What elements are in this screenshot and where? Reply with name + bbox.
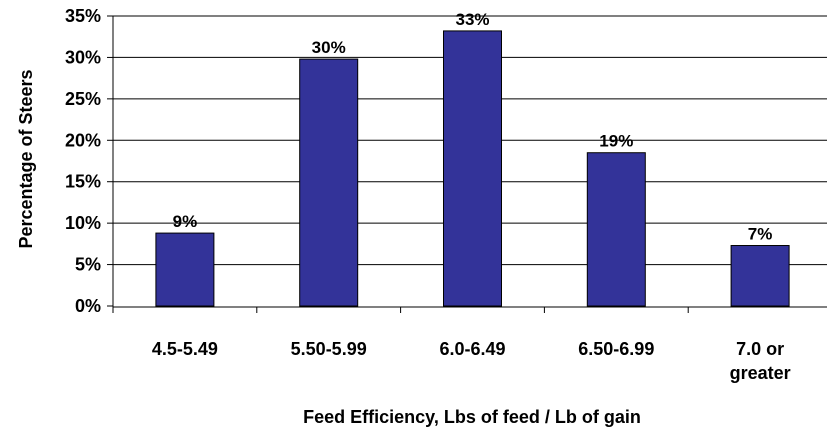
y-tick-label: 10% bbox=[65, 213, 101, 233]
y-axis-title: Percentage of Steers bbox=[16, 69, 36, 248]
x-tick-labels: 4.5-5.49 5.50-5.99 6.0-6.49 6.50-6.99 7.0 or… bbox=[152, 339, 791, 383]
data-label: 33% bbox=[455, 10, 489, 29]
y-tick-label: 20% bbox=[65, 130, 101, 150]
x-tick-label: 6.50-6.99 bbox=[578, 339, 654, 359]
data-label: 9% bbox=[173, 212, 198, 231]
bars bbox=[155, 30, 790, 307]
bar bbox=[299, 58, 359, 307]
bar bbox=[155, 232, 215, 307]
x-tick-label: 7.0 or bbox=[736, 339, 784, 359]
axes bbox=[107, 15, 827, 313]
x-tick-label: greater bbox=[730, 363, 791, 383]
data-labels: 9% 30% 33% 19% 7% bbox=[173, 10, 773, 244]
x-axis-title: Feed Efficiency, Lbs of feed / Lb of gai… bbox=[303, 407, 641, 427]
bar bbox=[443, 30, 502, 307]
y-tick-label: 35% bbox=[65, 6, 101, 26]
y-tick-label: 25% bbox=[65, 89, 101, 109]
bar bbox=[730, 245, 790, 307]
bar bbox=[586, 152, 646, 307]
y-tick-label: 0% bbox=[75, 296, 101, 316]
x-tick-label: 4.5-5.49 bbox=[152, 339, 218, 359]
y-tick-label: 15% bbox=[65, 172, 101, 192]
y-tick-label: 30% bbox=[65, 47, 101, 67]
x-tick-label: 6.0-6.49 bbox=[439, 339, 505, 359]
data-label: 19% bbox=[599, 132, 633, 151]
data-label: 7% bbox=[748, 225, 773, 244]
data-label: 30% bbox=[312, 38, 346, 57]
y-tick-labels: 0% 5% 10% 15% 20% 25% 30% 35% bbox=[65, 6, 101, 316]
y-tick-label: 5% bbox=[75, 255, 101, 275]
x-tick-label: 5.50-5.99 bbox=[291, 339, 367, 359]
